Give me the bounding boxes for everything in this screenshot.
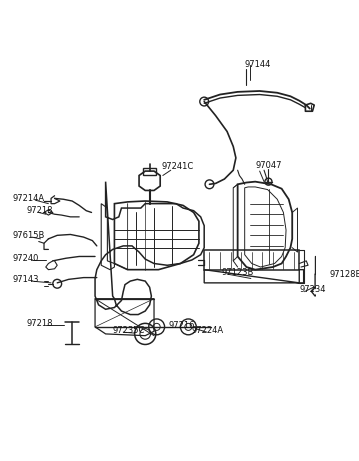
Text: 97144: 97144 xyxy=(245,60,271,69)
Text: 97241C: 97241C xyxy=(161,162,193,171)
Text: 97235C: 97235C xyxy=(113,326,145,335)
Text: 97047: 97047 xyxy=(255,161,282,170)
Text: 97224A: 97224A xyxy=(192,326,224,335)
Text: 97218: 97218 xyxy=(27,206,53,215)
Text: 97123B: 97123B xyxy=(222,268,254,277)
Text: 97143: 97143 xyxy=(12,275,39,284)
Text: 97214A: 97214A xyxy=(12,194,45,203)
Text: 97218: 97218 xyxy=(27,319,53,328)
Text: 97615B: 97615B xyxy=(12,231,45,240)
Text: 97128B: 97128B xyxy=(329,270,359,278)
Text: 97240: 97240 xyxy=(12,254,39,263)
Text: 97234: 97234 xyxy=(299,285,326,295)
Text: 97216: 97216 xyxy=(169,320,196,330)
